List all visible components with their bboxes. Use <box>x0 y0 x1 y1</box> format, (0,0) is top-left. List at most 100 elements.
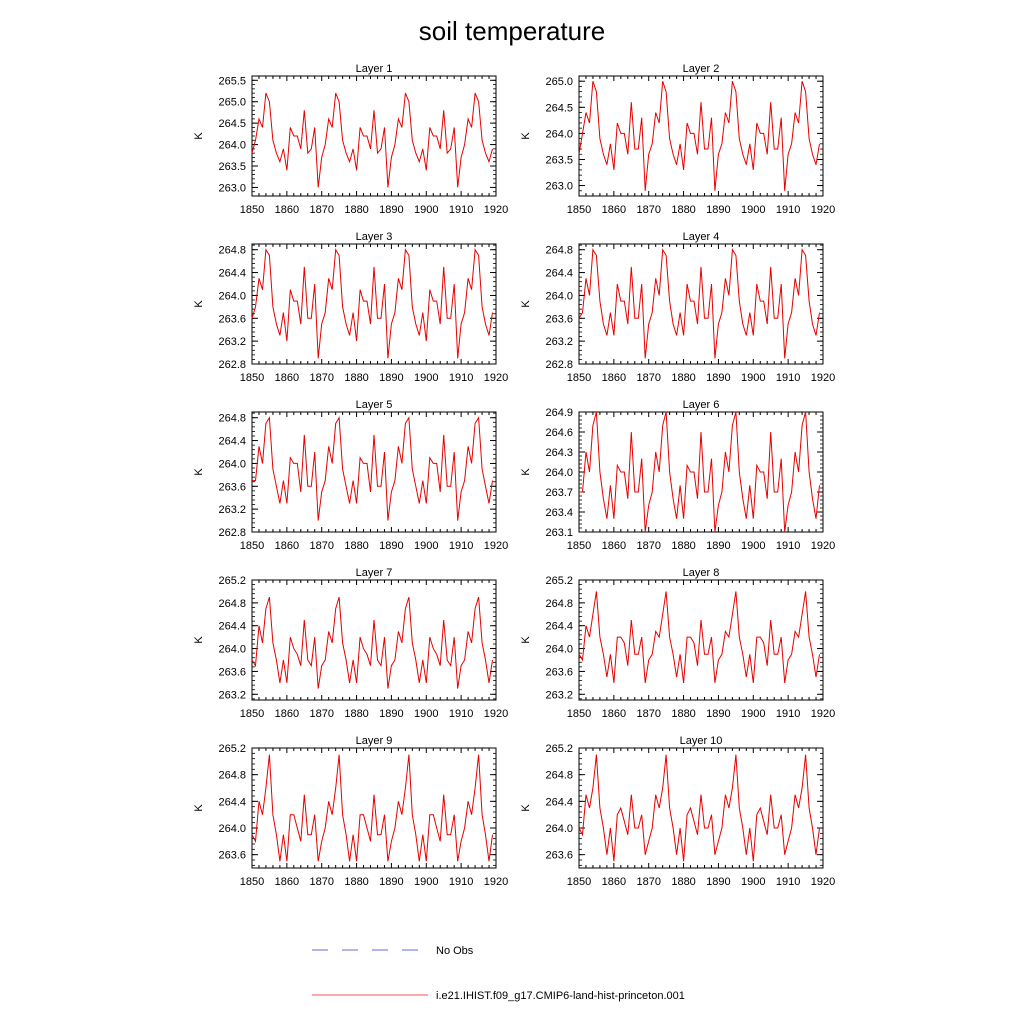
x-tick-label: 1890 <box>706 540 730 552</box>
panel-title: Layer 7 <box>356 567 393 579</box>
y-axis-label: K <box>520 468 532 476</box>
y-tick-label: 262.8 <box>218 359 246 371</box>
series-line <box>578 81 820 191</box>
x-tick-label: 1910 <box>449 708 473 720</box>
x-tick-label: 1890 <box>379 372 403 384</box>
y-tick-label: 263.0 <box>545 181 573 193</box>
x-tick-label: 1920 <box>484 876 508 888</box>
y-tick-label: 264.9 <box>545 407 573 419</box>
panel-title: Layer 6 <box>683 399 720 411</box>
x-tick-label: 1890 <box>379 708 403 720</box>
y-tick-label: 262.8 <box>545 359 573 371</box>
y-tick-label: 263.0 <box>218 182 246 194</box>
panel-title: Layer 9 <box>356 735 393 747</box>
y-tick-label: 264.8 <box>545 598 573 610</box>
y-axis-label: K <box>193 468 205 476</box>
x-tick-label: 1860 <box>275 876 299 888</box>
y-tick-label: 264.4 <box>218 796 246 808</box>
x-tick-label: 1850 <box>240 876 264 888</box>
x-tick-label: 1920 <box>811 204 835 216</box>
series-line <box>251 92 493 188</box>
panel-layer-8: Layer 8 K 1850 1860 1870 1880 1890 1900 1910 1920… <box>520 567 835 720</box>
plot-frame <box>578 411 824 533</box>
y-tick-label: 264.0 <box>545 823 573 835</box>
panel-layer-2: Layer 2 K 1850 1860 1870 1880 1890 1900 1910 1920… <box>520 63 835 216</box>
panel-grid: Layer 1 K 1850 1860 1870 1880 1890 1900 1910 1920… <box>193 63 835 888</box>
x-tick-label: 1850 <box>567 372 591 384</box>
y-tick-label: 264.0 <box>218 823 246 835</box>
series-line <box>252 416 493 521</box>
y-tick-label: 264.0 <box>218 644 246 656</box>
y-tick-label: 263.2 <box>218 504 246 516</box>
y-tick-label: 264.0 <box>545 467 573 479</box>
y-axis-label: K <box>520 132 532 140</box>
y-tick-label: 263.4 <box>545 507 573 519</box>
x-tick-label: 1920 <box>811 540 835 552</box>
y-tick-label: 265.5 <box>218 75 246 87</box>
y-tick-label: 264.0 <box>545 128 573 140</box>
x-tick-label: 1880 <box>671 540 695 552</box>
y-tick-label: 264.8 <box>545 245 573 257</box>
y-tick-label: 264.5 <box>545 102 573 114</box>
x-tick-label: 1910 <box>776 204 800 216</box>
y-axis-label: K <box>520 300 532 308</box>
plot-frame <box>251 75 497 197</box>
y-tick-label: 264.8 <box>218 770 246 782</box>
x-tick-label: 1890 <box>706 204 730 216</box>
y-axis-label: K <box>193 804 205 812</box>
y-axis-label: K <box>193 300 205 308</box>
x-tick-label: 1870 <box>309 876 333 888</box>
x-tick-label: 1850 <box>567 708 591 720</box>
y-tick-label: 263.7 <box>545 487 573 499</box>
x-tick-label: 1870 <box>309 204 333 216</box>
y-tick-label: 263.6 <box>218 313 246 325</box>
x-tick-label: 1890 <box>379 540 403 552</box>
plot-frame <box>578 243 824 365</box>
y-tick-label: 264.0 <box>218 290 246 302</box>
panel-title: Layer 1 <box>356 63 393 75</box>
y-tick-label: 264.0 <box>218 140 246 152</box>
y-tick-label: 264.4 <box>218 436 246 448</box>
y-tick-label: 264.8 <box>218 245 246 257</box>
legend-label-no-obs: No Obs <box>436 945 474 957</box>
legend-label-model-run: i.e21.IHIST.f09_g17.CMIP6-land-hist-prin… <box>436 990 685 1002</box>
y-tick-label: 264.8 <box>218 598 246 610</box>
y-tick-label: 264.8 <box>218 413 246 425</box>
x-tick-label: 1900 <box>414 204 438 216</box>
x-tick-label: 1900 <box>741 708 765 720</box>
plot-frame <box>251 243 497 365</box>
x-tick-label: 1890 <box>706 876 730 888</box>
x-tick-label: 1870 <box>636 540 660 552</box>
x-tick-label: 1910 <box>449 204 473 216</box>
x-tick-label: 1860 <box>602 372 626 384</box>
y-tick-label: 264.0 <box>218 458 246 470</box>
y-tick-label: 263.5 <box>218 161 246 173</box>
y-tick-label: 263.6 <box>545 313 573 325</box>
x-tick-label: 1910 <box>449 540 473 552</box>
x-tick-label: 1850 <box>240 204 264 216</box>
x-tick-label: 1860 <box>275 708 299 720</box>
y-tick-label: 264.0 <box>545 644 573 656</box>
y-tick-label: 265.2 <box>545 743 573 755</box>
y-tick-label: 265.0 <box>218 97 246 109</box>
y-tick-label: 264.8 <box>545 770 573 782</box>
x-tick-label: 1890 <box>706 372 730 384</box>
x-tick-label: 1860 <box>602 204 626 216</box>
panel-title: Layer 4 <box>683 231 720 243</box>
x-tick-label: 1860 <box>602 540 626 552</box>
x-tick-label: 1850 <box>567 876 591 888</box>
y-tick-label: 263.1 <box>545 527 573 539</box>
x-tick-label: 1900 <box>741 372 765 384</box>
panel-layer-4: Layer 4 K 1850 1860 1870 1880 1890 1900 1910 1920… <box>520 231 835 384</box>
x-tick-label: 1860 <box>275 372 299 384</box>
y-axis-label: K <box>193 636 205 644</box>
x-tick-label: 1900 <box>741 876 765 888</box>
y-tick-label: 264.4 <box>218 621 246 633</box>
x-tick-label: 1880 <box>344 204 368 216</box>
x-tick-label: 1880 <box>344 876 368 888</box>
x-tick-label: 1850 <box>567 540 591 552</box>
x-tick-label: 1870 <box>309 708 333 720</box>
y-tick-label: 263.2 <box>545 689 573 701</box>
x-tick-label: 1900 <box>741 204 765 216</box>
